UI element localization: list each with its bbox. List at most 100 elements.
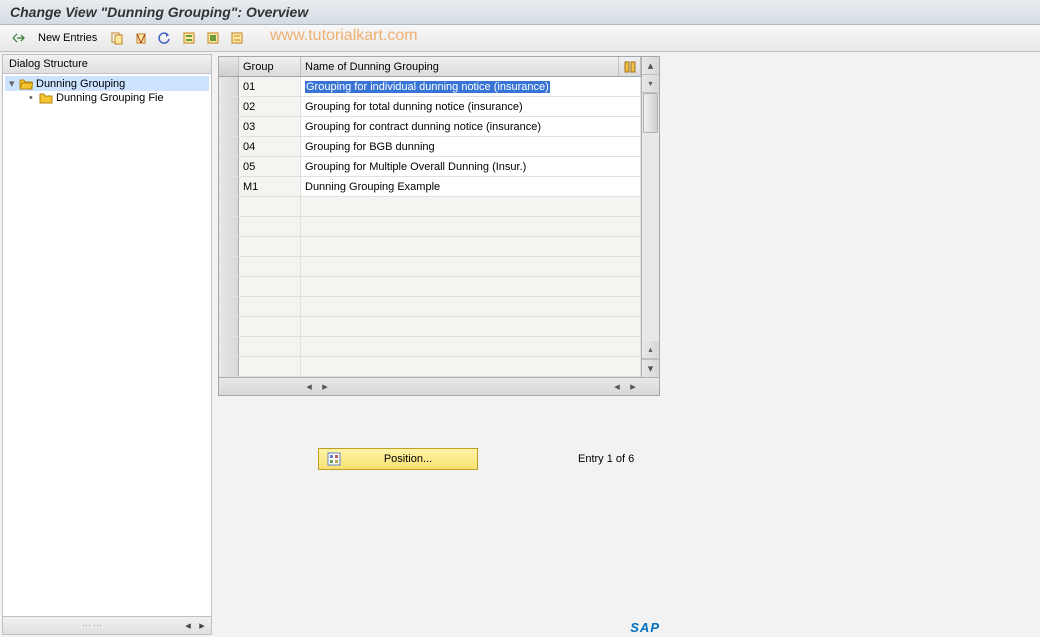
row-selector[interactable] <box>219 257 239 276</box>
group-cell[interactable]: 01 <box>239 77 301 96</box>
row-selector[interactable] <box>219 357 239 376</box>
group-column-header[interactable]: Group <box>239 57 301 76</box>
scroll-left-icon[interactable]: ◂ <box>181 619 195 633</box>
row-selector[interactable] <box>219 157 239 176</box>
copy-icon[interactable] <box>107 28 127 48</box>
group-cell[interactable]: 02 <box>239 97 301 116</box>
scroll-left-icon[interactable]: ◂ <box>301 379 317 395</box>
name-cell[interactable]: Grouping for individual dunning notice (… <box>301 77 641 96</box>
new-entries-button[interactable]: New Entries <box>32 30 103 46</box>
content-area: Dialog Structure ▾ Dunning Grouping • Du… <box>0 52 1040 637</box>
table-container: Group Name of Dunning Grouping 01Groupin… <box>218 56 660 396</box>
name-cell[interactable]: Grouping for BGB dunning <box>301 137 641 156</box>
table-row-empty <box>219 197 641 217</box>
drag-handle-icon[interactable]: ⋯⋯ <box>5 620 181 631</box>
sidebar-scrollbar: ⋯⋯ ◂ ▸ <box>3 616 211 634</box>
name-cell[interactable] <box>301 317 641 336</box>
tree-item-label: Dunning Grouping <box>36 78 125 90</box>
delete-icon[interactable] <box>131 28 151 48</box>
scroll-right-icon[interactable]: ▸ <box>195 619 209 633</box>
table-row[interactable]: 05Grouping for Multiple Overall Dunning … <box>219 157 641 177</box>
name-cell[interactable] <box>301 197 641 216</box>
table-body: Group Name of Dunning Grouping 01Groupin… <box>219 57 641 377</box>
group-cell[interactable]: 05 <box>239 157 301 176</box>
name-cell[interactable] <box>301 257 641 276</box>
position-button[interactable]: Position... <box>318 448 478 470</box>
scroll-left-end-icon[interactable]: ◂ <box>609 379 625 395</box>
name-cell[interactable]: Grouping for Multiple Overall Dunning (I… <box>301 157 641 176</box>
select-all-icon[interactable] <box>179 28 199 48</box>
table-row-empty <box>219 357 641 377</box>
scroll-up-icon[interactable]: ▴ <box>642 57 659 75</box>
group-cell[interactable]: M1 <box>239 177 301 196</box>
main-panel: Group Name of Dunning Grouping 01Groupin… <box>214 52 1040 637</box>
toggle-icon[interactable] <box>8 28 28 48</box>
scroll-right-end-icon[interactable]: ▸ <box>625 379 641 395</box>
table-row[interactable]: 01Grouping for individual dunning notice… <box>219 77 641 97</box>
folder-open-icon <box>19 78 33 90</box>
watermark-text: www.tutorialkart.com <box>270 27 418 45</box>
name-column-header[interactable]: Name of Dunning Grouping <box>301 57 619 76</box>
undo-icon[interactable] <box>155 28 175 48</box>
group-cell[interactable] <box>239 197 301 216</box>
tree-item-dunning-grouping[interactable]: ▾ Dunning Grouping <box>5 76 209 91</box>
vertical-scrollbar[interactable]: ▴ ▾ ▴ ▾ <box>641 57 659 377</box>
tree-collapse-icon[interactable]: ▾ <box>9 77 19 90</box>
name-cell[interactable] <box>301 357 641 376</box>
sidebar-header: Dialog Structure <box>3 55 211 74</box>
group-cell[interactable] <box>239 217 301 236</box>
group-cell[interactable] <box>239 337 301 356</box>
group-cell[interactable] <box>239 257 301 276</box>
row-selector[interactable] <box>219 277 239 296</box>
tree-item-dunning-grouping-fields[interactable]: • Dunning Grouping Fie <box>5 91 209 105</box>
table-row-empty <box>219 297 641 317</box>
group-cell[interactable] <box>239 317 301 336</box>
select-block-icon[interactable] <box>203 28 223 48</box>
name-cell[interactable]: Grouping for contract dunning notice (in… <box>301 117 641 136</box>
group-cell[interactable] <box>239 297 301 316</box>
row-selector[interactable] <box>219 337 239 356</box>
position-row: Position... Entry 1 of 6 <box>218 448 1036 470</box>
row-selector[interactable] <box>219 317 239 336</box>
name-cell[interactable] <box>301 337 641 356</box>
position-icon <box>327 452 341 466</box>
group-cell[interactable] <box>239 277 301 296</box>
group-cell[interactable]: 03 <box>239 117 301 136</box>
table-row[interactable]: 03Grouping for contract dunning notice (… <box>219 117 641 137</box>
row-selector[interactable] <box>219 117 239 136</box>
row-selector[interactable] <box>219 97 239 116</box>
scrollbar-thumb[interactable] <box>643 93 658 133</box>
table-row-empty <box>219 337 641 357</box>
scroll-up-step-icon[interactable]: ▾ <box>642 75 659 93</box>
name-cell[interactable] <box>301 217 641 236</box>
row-selector[interactable] <box>219 237 239 256</box>
name-cell[interactable]: Dunning Grouping Example <box>301 177 641 196</box>
configure-columns-icon[interactable] <box>619 57 641 76</box>
horizontal-scrollbar[interactable]: ◂ ▸ ◂ ▸ <box>219 377 659 395</box>
deselect-all-icon[interactable] <box>227 28 247 48</box>
row-selector[interactable] <box>219 177 239 196</box>
name-cell[interactable] <box>301 277 641 296</box>
group-cell[interactable] <box>239 237 301 256</box>
name-cell[interactable]: Grouping for total dunning notice (insur… <box>301 97 641 116</box>
entry-status: Entry 1 of 6 <box>578 453 634 465</box>
group-cell[interactable] <box>239 357 301 376</box>
table-row[interactable]: M1Dunning Grouping Example <box>219 177 641 197</box>
group-cell[interactable]: 04 <box>239 137 301 156</box>
row-selector[interactable] <box>219 297 239 316</box>
title-bar: Change View "Dunning Grouping": Overview <box>0 0 1040 25</box>
row-selector[interactable] <box>219 197 239 216</box>
scroll-down-icon[interactable]: ▾ <box>642 359 659 377</box>
scrollbar-track[interactable] <box>642 93 659 341</box>
position-label: Position... <box>347 453 469 465</box>
select-column-header[interactable] <box>219 57 239 76</box>
scroll-right-icon[interactable]: ▸ <box>317 379 333 395</box>
name-cell[interactable] <box>301 237 641 256</box>
row-selector[interactable] <box>219 137 239 156</box>
scroll-down-step-icon[interactable]: ▴ <box>642 341 659 359</box>
row-selector[interactable] <box>219 77 239 96</box>
name-cell[interactable] <box>301 297 641 316</box>
table-row[interactable]: 02Grouping for total dunning notice (ins… <box>219 97 641 117</box>
row-selector[interactable] <box>219 217 239 236</box>
table-row[interactable]: 04Grouping for BGB dunning <box>219 137 641 157</box>
